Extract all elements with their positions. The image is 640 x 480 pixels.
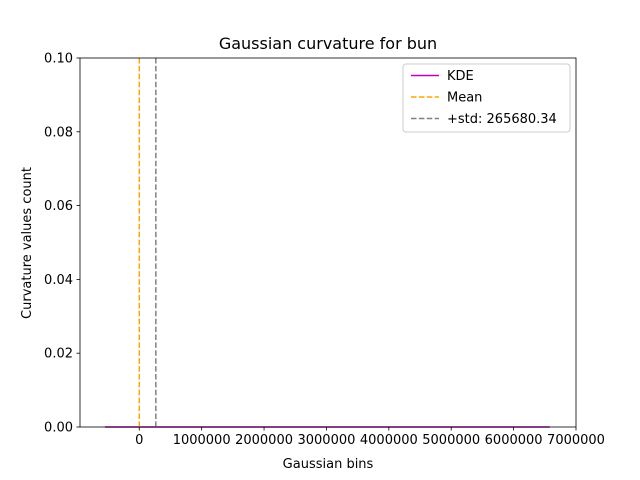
x-tick-label: 4000000 <box>360 433 418 448</box>
legend-box <box>402 63 571 133</box>
x-tick-label: 0 <box>135 433 143 448</box>
x-axis-label: Gaussian bins <box>283 457 374 472</box>
y-tick-label: 0.08 <box>44 125 73 140</box>
x-tick-label: 3000000 <box>297 433 355 448</box>
y-tick-label: 0.04 <box>44 273 73 288</box>
y-axis-label: Curvature values count <box>20 167 35 319</box>
y-tick-label: 0.06 <box>44 199 73 214</box>
x-tick-label: 5000000 <box>422 433 480 448</box>
x-tick-label: 2000000 <box>235 433 293 448</box>
chart-title: Gaussian curvature for bun <box>219 34 437 53</box>
y-tick-label: 0.10 <box>44 52 73 67</box>
legend-label: +std: 265680.34 <box>447 112 557 127</box>
x-tick-label: 1000000 <box>173 433 231 448</box>
legend-label: KDE <box>447 69 474 84</box>
axes-frame <box>79 57 577 428</box>
y-tick-label: 0.00 <box>44 421 73 436</box>
x-tick-label: 6000000 <box>485 433 543 448</box>
legend: KDE Mean +std: 265680.34 <box>402 63 571 133</box>
legend-label: Mean <box>447 91 482 106</box>
y-tick-label: 0.02 <box>44 347 73 362</box>
axes: 0 1000000 2000000 3000000 4000000 5000000 6000… <box>44 52 605 449</box>
x-tick-label: 7000000 <box>547 433 605 448</box>
